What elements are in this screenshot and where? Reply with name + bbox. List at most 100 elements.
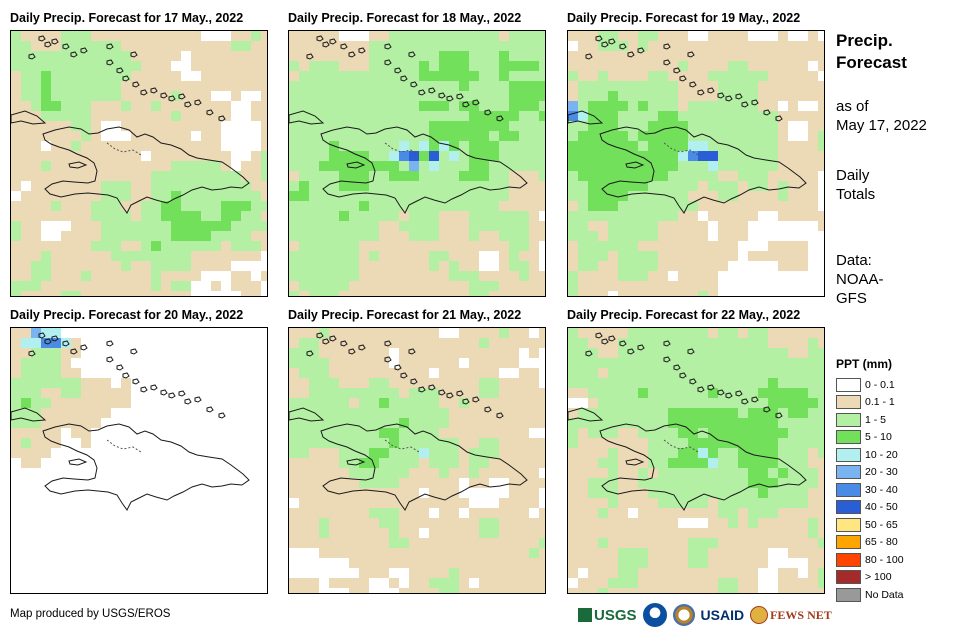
precip-cell: [151, 221, 161, 231]
precip-cell: [181, 201, 191, 211]
precip-cell: [349, 161, 359, 171]
precip-cell: [309, 201, 319, 211]
precip-cell: [519, 428, 529, 438]
precip-cell: [419, 438, 429, 448]
precip-cell: [419, 358, 429, 368]
precip-cell: [389, 448, 399, 458]
precip-cell: [618, 51, 628, 61]
precip-cell: [509, 191, 519, 201]
logo-strip: USGS USAID FEWS NET: [578, 602, 832, 628]
precip-cell: [221, 221, 231, 231]
precip-cell: [658, 458, 668, 468]
precip-cell: [638, 418, 648, 428]
precip-cell: [738, 221, 748, 231]
precip-cell: [299, 151, 309, 161]
precip-cell: [638, 71, 648, 81]
precip-cell: [479, 201, 489, 211]
island-outline: [472, 99, 480, 106]
precip-cell: [678, 61, 688, 71]
island-outline: [160, 92, 168, 99]
precip-cell: [91, 141, 101, 151]
precip-cell: [628, 548, 638, 558]
precip-cell: [251, 81, 261, 91]
precip-cell: [309, 378, 319, 388]
precip-cell: [588, 31, 598, 41]
precip-cell: [241, 51, 251, 61]
precip-map-svg: [568, 31, 824, 296]
precip-cell: [319, 141, 329, 151]
precip-cell: [429, 121, 439, 131]
precip-cell: [489, 368, 499, 378]
precip-cell-heavy: [688, 151, 698, 161]
precip-cell: [608, 428, 618, 438]
precip-cell: [449, 408, 459, 418]
precip-cell: [469, 478, 479, 488]
precip-cell: [499, 428, 509, 438]
precip-cell-heavy: [678, 151, 688, 161]
precip-cell: [429, 498, 439, 508]
island-outline: [717, 92, 725, 99]
precip-cell: [379, 358, 389, 368]
precip-cell: [409, 558, 419, 568]
precip-cell: [588, 388, 598, 398]
precip-cell: [409, 408, 419, 418]
precip-cell: [309, 181, 319, 191]
precip-cell: [758, 358, 768, 368]
precip-cell: [768, 488, 778, 498]
precip-cell: [389, 338, 399, 348]
precip-cell: [459, 468, 469, 478]
precip-cell: [479, 221, 489, 231]
precip-cell: [738, 358, 748, 368]
precip-cell: [618, 438, 628, 448]
precip-cell: [539, 408, 545, 418]
precip-cell: [758, 448, 768, 458]
precip-cell: [111, 41, 121, 51]
precip-cell: [349, 141, 359, 151]
precip-cell: [618, 508, 628, 518]
precip-cell: [11, 378, 21, 388]
precip-cell: [608, 241, 618, 251]
precip-cell: [359, 528, 369, 538]
precip-cell: [11, 101, 21, 111]
precip-cell: [389, 91, 399, 101]
precip-cell: [81, 161, 91, 171]
precip-cell: [568, 588, 578, 593]
precip-grid: [11, 31, 267, 296]
precip-cell: [519, 211, 529, 221]
precip-cell: [21, 448, 31, 458]
precip-cell: [479, 171, 489, 181]
precip-cell: [81, 261, 91, 271]
precip-cell: [708, 538, 718, 548]
precip-cell: [409, 508, 419, 518]
precip-cell: [469, 518, 479, 528]
precip-cell: [728, 81, 738, 91]
precip-cell: [61, 348, 71, 358]
precip-cell: [678, 221, 688, 231]
precip-cell: [798, 171, 808, 181]
precip-cell: [161, 61, 171, 71]
precip-cell: [469, 211, 479, 221]
precip-cell: [588, 151, 598, 161]
precip-cell: [459, 241, 469, 251]
precip-cell: [231, 251, 241, 261]
precip-cell: [618, 418, 628, 428]
precip-cell: [718, 111, 728, 121]
precip-cell: [748, 498, 758, 508]
precip-cell: [578, 368, 588, 378]
precip-cell: [399, 418, 409, 428]
precip-cell: [668, 368, 678, 378]
precip-cell: [251, 41, 261, 51]
island-outline: [585, 350, 593, 357]
usgs-logo-text: USGS: [594, 606, 637, 624]
precip-cell: [778, 91, 788, 101]
precip-cell: [91, 131, 101, 141]
island-outline: [408, 348, 416, 355]
precip-cell: [479, 141, 489, 151]
precip-cell: [369, 161, 379, 171]
precip-cell: [161, 251, 171, 261]
precip-cell: [389, 101, 399, 111]
precip-cell: [329, 578, 339, 588]
precip-cell: [648, 61, 658, 71]
precip-cell: [578, 338, 588, 348]
precip-cell: [618, 338, 628, 348]
